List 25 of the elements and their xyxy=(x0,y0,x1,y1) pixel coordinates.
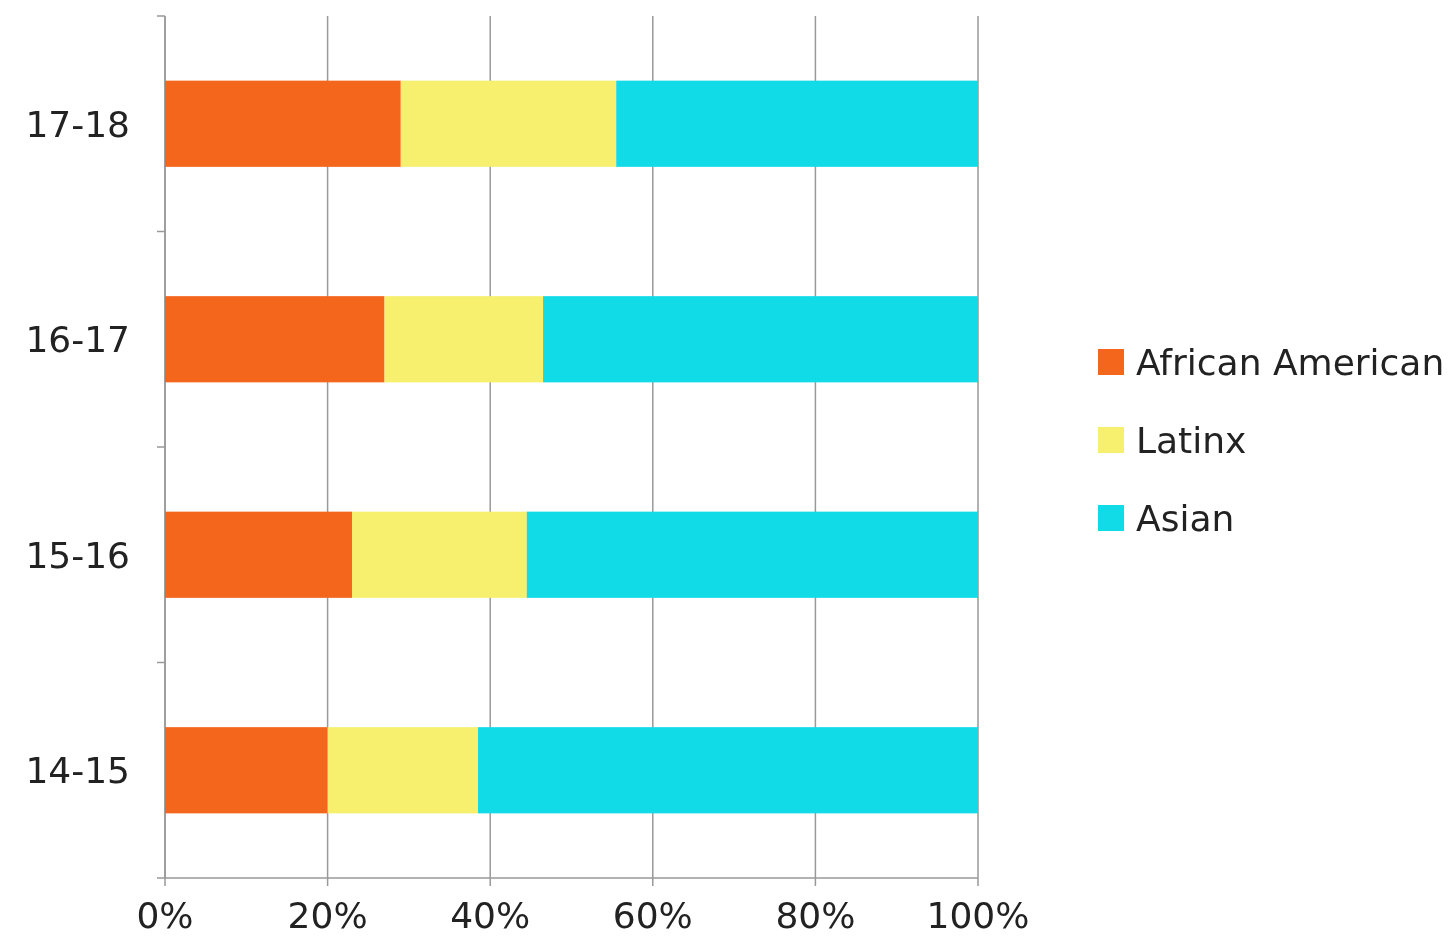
bar xyxy=(616,80,978,167)
x-tick-label: 0% xyxy=(136,895,194,936)
y-tick-label: 14-15 xyxy=(25,750,130,792)
y-tick-label: 15-16 xyxy=(25,534,130,576)
y-tick-label: 16-17 xyxy=(25,319,130,361)
bar xyxy=(400,80,617,167)
legend-label: African American xyxy=(1136,342,1445,383)
bar xyxy=(165,80,401,167)
x-tick-label: 60% xyxy=(612,895,693,936)
bar xyxy=(165,296,385,383)
x-tick-label: 100% xyxy=(926,895,1030,936)
bar xyxy=(165,727,328,814)
bar xyxy=(165,511,352,598)
x-tick-label: 20% xyxy=(287,895,368,936)
bar xyxy=(384,296,544,383)
bar xyxy=(543,296,978,383)
bar xyxy=(478,727,978,814)
legend-label: Latinx xyxy=(1136,420,1247,461)
bar xyxy=(351,511,527,598)
x-tick-label: 40% xyxy=(450,895,531,936)
bar xyxy=(526,511,978,598)
x-tick-label: 80% xyxy=(775,895,856,936)
legend-label: Asian xyxy=(1136,498,1235,539)
y-tick-label: 17-18 xyxy=(25,103,130,145)
bar xyxy=(327,727,479,814)
